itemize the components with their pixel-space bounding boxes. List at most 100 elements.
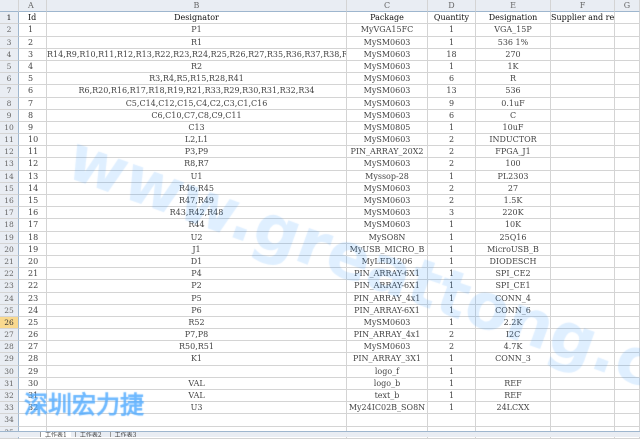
cell[interactable]: Supplier and ref — [551, 12, 615, 25]
cell[interactable] — [551, 36, 615, 49]
cell[interactable] — [551, 207, 615, 220]
cell[interactable] — [551, 377, 615, 390]
cell[interactable]: 6 — [428, 109, 476, 122]
cell[interactable] — [615, 73, 640, 86]
row-header[interactable]: 5 — [0, 60, 19, 74]
cell[interactable]: Designation — [476, 12, 551, 25]
cell[interactable]: R43,R42,R48 — [47, 207, 347, 220]
cell[interactable] — [615, 134, 640, 147]
cell[interactable]: 10 — [19, 134, 47, 147]
cell[interactable] — [551, 146, 615, 159]
cell[interactable]: P1 — [47, 24, 347, 37]
cell[interactable] — [615, 304, 640, 317]
cell[interactable]: MySM0603 — [347, 97, 428, 110]
column-header-F[interactable]: F — [551, 0, 615, 12]
cell[interactable]: P3,P9 — [47, 146, 347, 159]
cell[interactable]: 2.2K — [476, 316, 551, 330]
cell[interactable]: 10K — [476, 219, 551, 232]
cell[interactable]: 11 — [19, 146, 47, 159]
cell[interactable] — [47, 414, 347, 427]
cell[interactable]: 31 — [19, 390, 47, 403]
cell[interactable]: MySM0603 — [347, 134, 428, 147]
cell[interactable] — [615, 146, 640, 159]
cell[interactable] — [551, 414, 615, 427]
cell[interactable]: R50,R51 — [47, 341, 347, 354]
cell[interactable] — [551, 109, 615, 122]
row-header[interactable]: 26 — [0, 316, 19, 330]
row-header[interactable]: 1 — [0, 12, 19, 25]
cell[interactable]: 13 — [428, 85, 476, 98]
column-header-A[interactable]: A — [19, 0, 47, 12]
cell[interactable] — [615, 24, 640, 37]
cell[interactable] — [428, 414, 476, 427]
cell[interactable]: MySM0603 — [347, 36, 428, 49]
column-header-B[interactable]: B — [47, 0, 347, 12]
row-header[interactable]: 28 — [0, 341, 19, 354]
cell[interactable] — [551, 292, 615, 305]
cell[interactable]: R — [476, 73, 551, 86]
cell[interactable]: 1 — [428, 243, 476, 256]
cell[interactable] — [47, 365, 347, 378]
row-header[interactable]: 19 — [0, 231, 19, 244]
cell[interactable]: 1 — [428, 377, 476, 390]
cell[interactable]: MySM0603 — [347, 316, 428, 330]
cell[interactable]: 18 — [428, 48, 476, 61]
row-header[interactable]: 14 — [0, 170, 19, 183]
cell[interactable] — [551, 268, 615, 281]
cell[interactable] — [615, 97, 640, 110]
cell[interactable]: MyLED1206 — [347, 255, 428, 269]
cell[interactable]: VAL — [47, 377, 347, 390]
cell[interactable]: 1 — [428, 353, 476, 366]
cell[interactable]: My24IC02B_SO8N — [347, 402, 428, 415]
cell[interactable]: 1 — [428, 268, 476, 281]
cell[interactable]: R1 — [47, 36, 347, 49]
cell[interactable]: Designator — [47, 12, 347, 25]
cell[interactable]: PIN_ARRAY_4x1 — [347, 292, 428, 305]
row-header[interactable]: 13 — [0, 158, 19, 171]
cell[interactable]: P5 — [47, 292, 347, 305]
cell[interactable]: P7,P8 — [47, 329, 347, 342]
cell[interactable]: 2 — [428, 158, 476, 171]
cell[interactable]: R46,R45 — [47, 182, 347, 195]
cell[interactable] — [615, 255, 640, 269]
row-header[interactable]: 2 — [0, 24, 19, 37]
cell[interactable] — [615, 280, 640, 293]
cell[interactable]: MySM0603 — [347, 207, 428, 220]
cell[interactable]: R44 — [47, 219, 347, 232]
cell[interactable]: 1 — [428, 231, 476, 244]
cell[interactable] — [615, 85, 640, 98]
cell[interactable] — [615, 292, 640, 305]
cell[interactable]: 25 — [19, 316, 47, 330]
cell[interactable]: VGA_15P — [476, 24, 551, 37]
cell[interactable] — [476, 414, 551, 427]
cell[interactable]: Quantity — [428, 12, 476, 25]
row-header[interactable]: 17 — [0, 207, 19, 220]
cell[interactable] — [615, 182, 640, 195]
cell[interactable]: C6,C10,C7,C8,C9,C11 — [47, 109, 347, 122]
cell[interactable]: 2 — [428, 134, 476, 147]
cell[interactable]: VAL — [47, 390, 347, 403]
cell[interactable]: 2 — [428, 341, 476, 354]
cell[interactable] — [551, 402, 615, 415]
cell[interactable]: REF — [476, 390, 551, 403]
cell[interactable]: PIN_ARRAY_4x1 — [347, 329, 428, 342]
cell[interactable] — [551, 243, 615, 256]
cell[interactable] — [476, 365, 551, 378]
row-header[interactable]: 30 — [0, 365, 19, 378]
cell[interactable]: CONN_3 — [476, 353, 551, 366]
cell[interactable]: 1 — [428, 304, 476, 317]
cell[interactable]: 30 — [19, 377, 47, 390]
cell[interactable]: Id — [19, 12, 47, 25]
cell[interactable] — [615, 60, 640, 74]
cell[interactable] — [615, 353, 640, 366]
cell[interactable] — [347, 414, 428, 427]
cell[interactable]: MySM0603 — [347, 219, 428, 232]
select-all-button[interactable] — [0, 0, 19, 12]
cell[interactable]: 2 — [428, 182, 476, 195]
cell[interactable]: C5,C14,C12,C15,C4,C2,C3,C1,C16 — [47, 97, 347, 110]
cell[interactable] — [551, 280, 615, 293]
cell[interactable]: 5 — [19, 73, 47, 86]
cell[interactable]: U1 — [47, 170, 347, 183]
row-header[interactable]: 20 — [0, 243, 19, 256]
cell[interactable] — [615, 170, 640, 183]
